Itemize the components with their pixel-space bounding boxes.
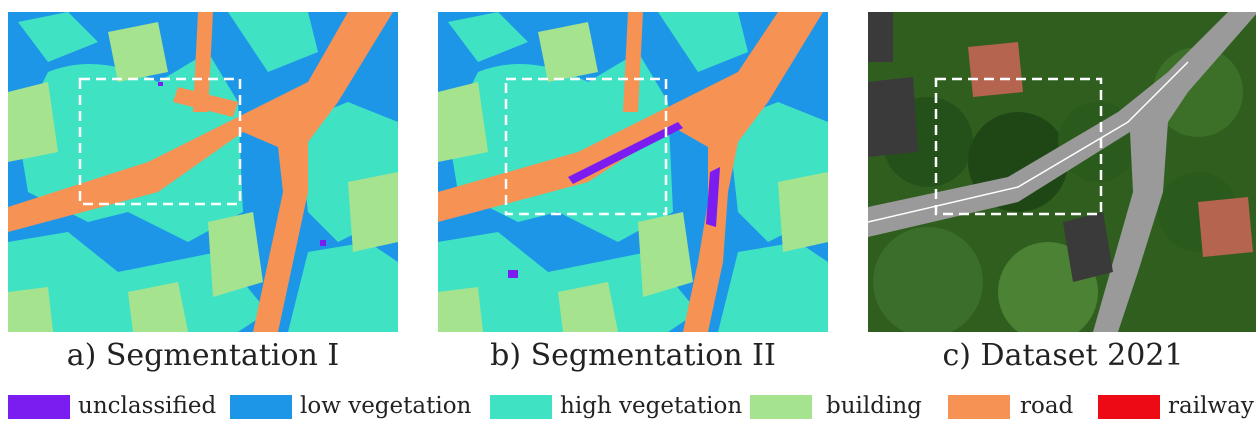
legend-label-high-vegetation: high vegetation bbox=[560, 393, 743, 419]
caption-segmentation-1: a) Segmentation I bbox=[66, 338, 340, 373]
segmentation-map-1-image bbox=[8, 12, 398, 332]
legend-label-road: road bbox=[1020, 393, 1074, 419]
legend-label-building: building bbox=[826, 393, 922, 419]
legend-label-unclassified: unclassified bbox=[78, 393, 217, 419]
legend-swatch-high-vegetation bbox=[490, 395, 552, 419]
legend-swatch-building bbox=[750, 395, 812, 419]
segmentation-map-1 bbox=[8, 12, 398, 332]
legend-label-railway: railway bbox=[1168, 393, 1254, 419]
caption-dataset-2021: c) Dataset 2021 bbox=[942, 338, 1184, 373]
caption-segmentation-2: b) Segmentation II bbox=[490, 338, 776, 373]
legend-swatch-railway bbox=[1098, 395, 1160, 419]
legend-swatch-unclassified bbox=[8, 395, 70, 419]
aerial-photo bbox=[868, 12, 1256, 332]
legend-swatch-road bbox=[948, 395, 1010, 419]
segmentation-map-2 bbox=[438, 12, 828, 332]
legend-swatch-low-vegetation bbox=[230, 395, 292, 419]
legend: unclassified low vegetation high vegetat… bbox=[8, 393, 1256, 423]
legend-label-low-vegetation: low vegetation bbox=[300, 393, 472, 419]
segmentation-map-2-image bbox=[438, 12, 828, 332]
aerial-photo-image bbox=[868, 12, 1256, 332]
